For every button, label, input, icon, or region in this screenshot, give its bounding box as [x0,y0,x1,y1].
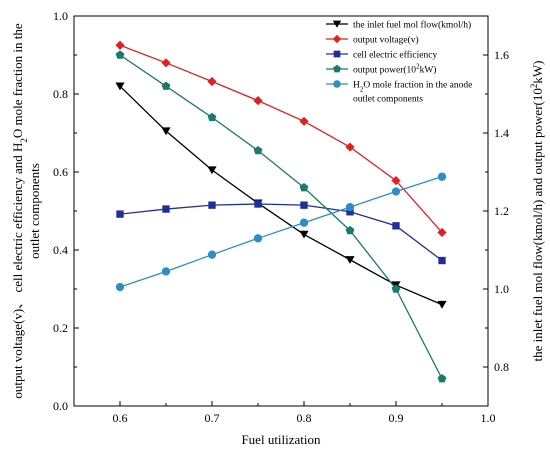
legend-marker [333,50,341,58]
legend-label: output voltage(v) [353,35,419,46]
y-left-tick-label: 0.8 [53,87,68,101]
legend-marker [332,34,342,44]
y-right-tick-label: 0.8 [494,360,509,374]
data-point [115,82,125,91]
data-point [345,202,355,212]
data-point [391,187,401,196]
series-2 [115,40,447,238]
data-point [345,256,355,264]
series-layer [115,40,447,383]
series-4 [115,50,447,383]
y-right-tick-label: 1.6 [494,48,509,62]
x-tick-label: 1.0 [481,411,496,425]
data-point [437,300,447,309]
y-right-axis-title: the inlet fuel mol flow(kmol/h) and outp… [529,61,545,362]
y-left-axis-title-line2: outlet components [27,163,42,259]
legend-item-4: output power(102kW) [326,63,436,76]
data-point [161,127,171,136]
series-line [119,203,443,262]
data-point [208,201,216,209]
x-tick-label: 0.9 [389,411,404,425]
y-right-tick-label: 1.4 [494,126,509,140]
data-point [115,282,125,292]
x-tick-label: 0.8 [297,411,312,425]
series-line [119,85,443,306]
y-right-axis-title-text: the inlet fuel mol flow(kmol/h) and outp… [529,61,545,362]
y-left-tick-label: 1.0 [53,9,68,23]
x-tick-label: 0.7 [205,411,220,425]
data-point [346,208,354,216]
data-point [299,116,309,126]
data-point [115,50,125,59]
data-point [299,183,309,192]
x-tick-label: 0.6 [113,411,128,425]
y-left-tick-label: 0.4 [53,243,68,257]
data-point [437,172,447,181]
legend-marker [332,20,342,28]
series-1 [115,82,447,309]
data-point [437,227,447,238]
y-left-tick-label: 0.2 [53,321,68,335]
legend-label: cell electric efficiency [353,50,437,61]
series-5 [115,172,447,292]
data-point [162,205,170,213]
data-point [392,222,400,230]
data-point [437,374,447,383]
data-point [161,81,171,90]
y-right-tick-label: 1.0 [494,282,509,296]
data-point [345,142,355,152]
legend-marker [333,64,341,73]
y-left-tick-label: 0.6 [53,165,68,179]
data-point [345,225,355,235]
data-point [253,234,263,243]
data-point [253,96,263,106]
data-point [207,112,217,122]
data-point [299,230,309,239]
y-left-axis-title: output voltage(v)、 cell electric efficie… [10,23,42,399]
legend: the inlet fuel mol flow(kmol/h) output vo… [326,20,472,105]
data-point [115,40,125,50]
series-line [119,54,443,379]
data-point [391,175,401,186]
data-point [300,201,308,209]
data-point [391,284,401,293]
series-line [119,176,443,288]
y-left-tick-label: 0.0 [53,399,68,413]
series-3 [116,200,446,265]
legend-marker [333,80,341,88]
legend-item-3: cell electric efficiency [326,50,437,61]
y-right-tick-label: 1.2 [494,204,509,218]
data-point [253,145,263,155]
data-point [207,250,217,259]
data-point [207,76,217,87]
data-point [207,166,217,175]
legend-label-line2: outlet components [353,95,423,105]
x-axis-title: Fuel utilization [241,432,321,447]
series-line [119,44,443,233]
data-point [254,200,262,208]
data-point [161,267,171,276]
data-point [438,256,446,265]
data-point [116,210,124,218]
y-left-axis-title-line1: output voltage(v)、 cell electric efficie… [10,23,29,399]
axes: 0.6 0.7 0.8 0.9 1.0 0.0 0.2 0.4 0.6 0.8 1.0 0.8 1.0 1… [10,9,545,447]
data-point [299,218,309,227]
legend-label: output power(102kW) [353,63,436,76]
legend-item-1: the inlet fuel mol flow(kmol/h) [326,20,471,31]
data-point [161,58,171,68]
legend-label: H2O mole fraction in the anode [353,80,472,94]
legend-label: the inlet fuel mol flow(kmol/h) [353,20,471,31]
legend-item-2: output voltage(v) [326,35,419,46]
